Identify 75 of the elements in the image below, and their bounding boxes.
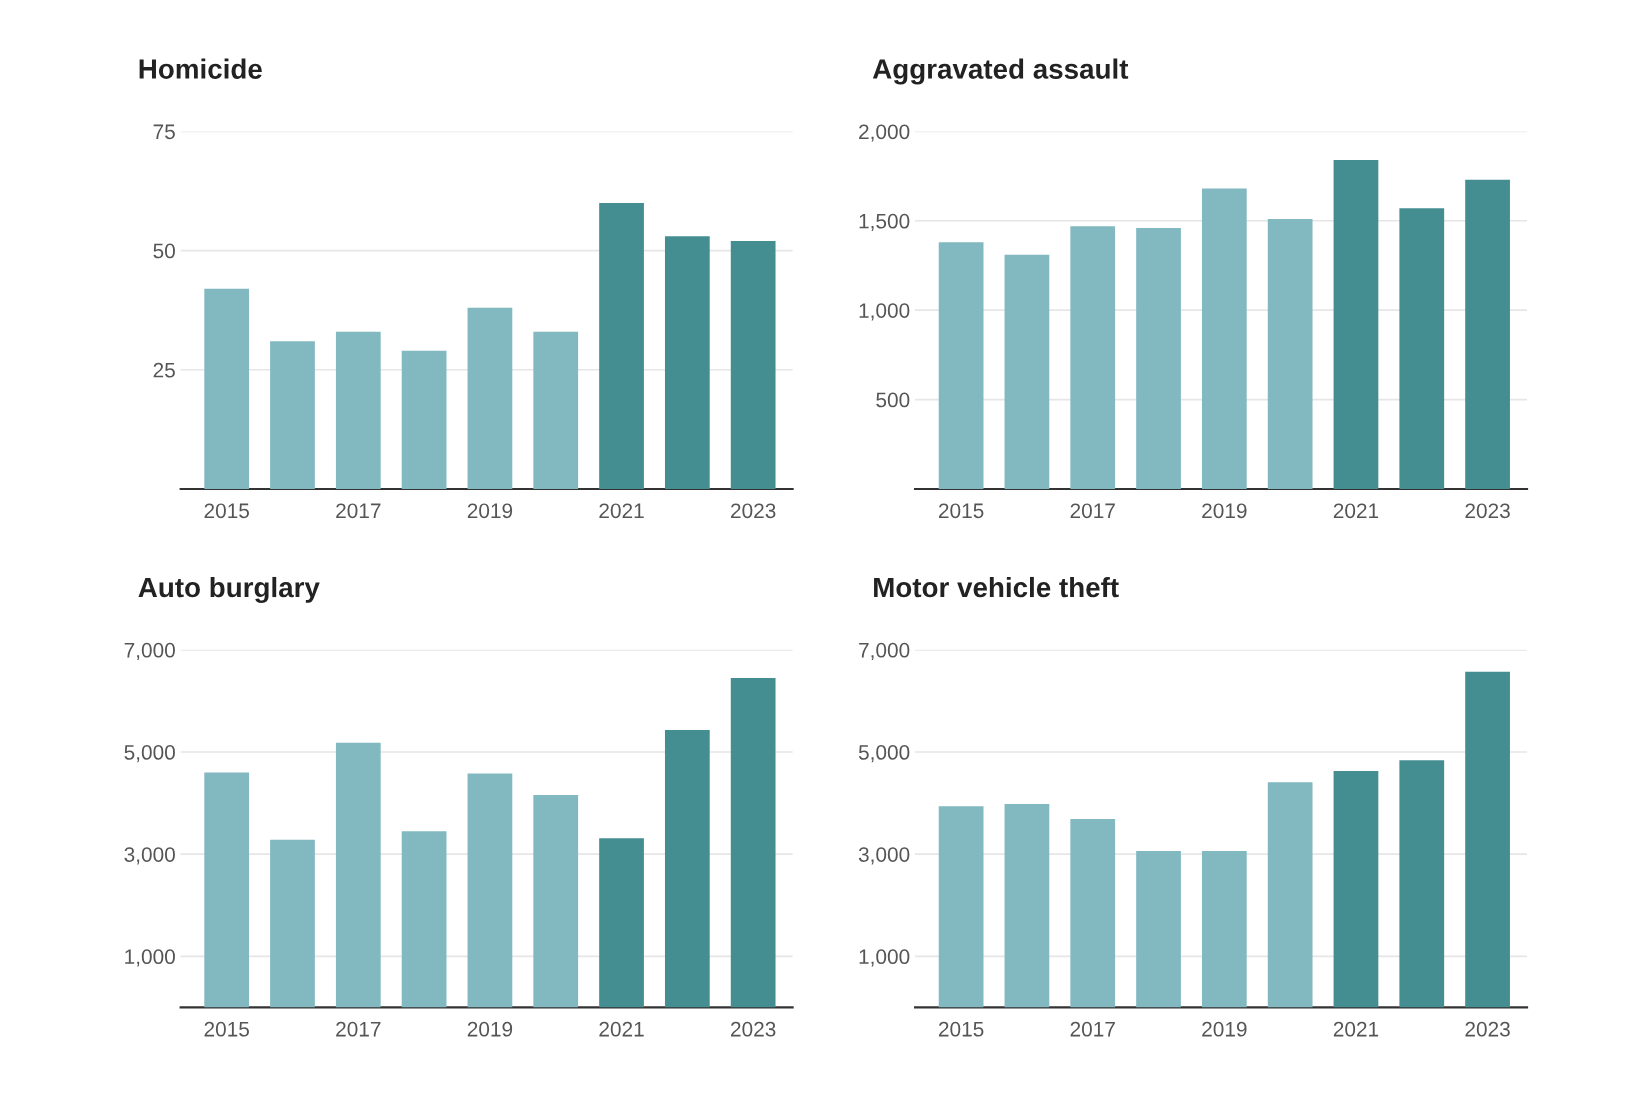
y-tick-label: 5,000 [124,745,175,763]
bar [270,341,315,489]
bar [204,288,250,489]
bar [1070,226,1116,489]
x-tick-label: 2021 [1333,503,1379,519]
y-tick-label: 5,000 [858,745,910,763]
bar [401,350,447,489]
x-tick-label: 2021 [599,1021,644,1037]
bar [1267,782,1313,1008]
y-tick-label: 7,000 [859,642,910,661]
y-tick-label: 75 [153,124,175,140]
bar [1201,188,1247,489]
x-tick-label: 2019 [467,1021,513,1037]
y-tick-label: 25 [153,362,175,378]
chart-title: Auto burglary [138,576,320,603]
y-tick-label: 7,000 [124,642,175,661]
bar [730,677,776,1008]
bar [1333,160,1379,489]
bar [1004,254,1050,489]
bar [1201,851,1247,1008]
y-tick-label: 50 [153,243,175,259]
y-tick-label: 500 [876,392,910,408]
x-tick-label: 2019 [1202,1021,1247,1037]
bar [1465,179,1510,489]
bar [270,839,315,1008]
bar [467,773,513,1008]
chart-title: Aggravated assault [872,58,1129,85]
bar [599,838,644,1008]
x-tick-label: 2023 [731,1021,776,1037]
x-tick-label: 2017 [336,503,381,519]
chart-title: Homicide [139,58,262,79]
bar [599,202,644,489]
bar [467,307,513,489]
bar [204,772,250,1008]
bar [533,794,579,1008]
y-tick-label: 2,000 [859,124,910,142]
x-tick-label: 2019 [467,503,513,519]
x-tick-label: 2015 [204,503,249,519]
bar [938,242,984,489]
bar [664,730,710,1008]
bar [335,331,381,489]
y-tick-label: 3,000 [124,847,175,865]
x-tick-label: 2015 [938,503,984,519]
bar [1465,671,1510,1008]
y-tick-label: 1,000 [125,949,175,967]
x-tick-label: 2021 [599,503,644,519]
bar [730,241,776,489]
bar [1399,208,1445,489]
bar [1004,804,1050,1008]
chart-title: Motor vehicle theft [874,576,1119,598]
bar [664,236,710,489]
x-tick-label: 2015 [204,1021,249,1037]
bar [533,331,579,489]
x-tick-label: 2019 [1202,503,1247,519]
x-tick-label: 2017 [1070,1021,1115,1037]
x-tick-label: 2017 [336,1021,381,1037]
x-tick-label: 2023 [1465,503,1510,519]
bar [401,831,447,1008]
x-tick-label: 2017 [1070,503,1115,519]
bar [938,806,984,1008]
y-tick-label: 1,500 [859,213,910,231]
y-tick-label: 3,000 [858,847,910,865]
x-tick-label: 2023 [731,503,776,519]
x-tick-label: 2023 [1465,1021,1510,1037]
bar [1136,851,1181,1008]
bar [335,742,381,1008]
x-tick-label: 2015 [938,1021,984,1037]
bar [1267,219,1313,489]
y-tick-label: 1,000 [859,949,910,967]
y-tick-label: 1,000 [859,303,910,321]
x-tick-label: 2021 [1333,1021,1379,1037]
bar [1399,760,1445,1008]
bar [1070,818,1116,1008]
bar [1333,770,1379,1008]
bar [1136,227,1181,489]
